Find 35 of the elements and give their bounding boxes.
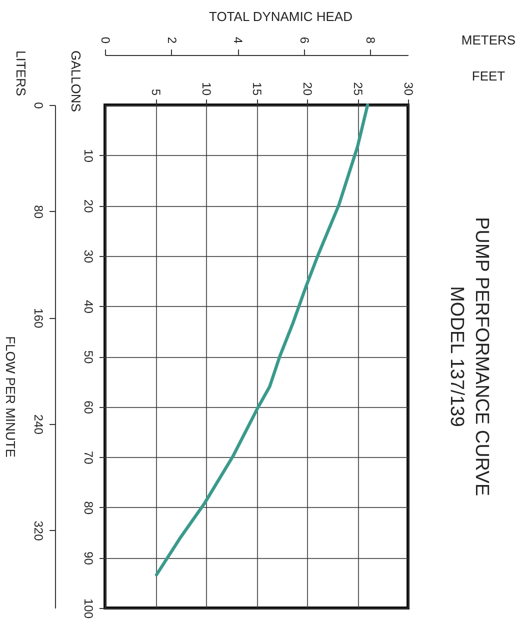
- text: TOTAL DYNAMIC HEAD: [208, 9, 352, 24]
- x2-tick-label: 0: [98, 36, 112, 44]
- y2-tick-label: 0: [32, 102, 46, 110]
- x-tick-label: 5: [149, 88, 163, 96]
- text: FLOW PER MINUTE: [3, 336, 18, 458]
- y-tick-label: 100: [82, 598, 96, 619]
- y-tick-label: 60: [82, 400, 96, 414]
- y-tick-label: 30: [82, 250, 96, 264]
- y-tick-label: 40: [82, 300, 96, 314]
- y-tick-label: 20: [82, 199, 96, 214]
- y-tick-label: 50: [82, 350, 96, 364]
- text: PUMP PERFORMANCE CURVE: [471, 216, 492, 496]
- y2-tick-label: 160: [32, 308, 46, 328]
- y-tick-label: 80: [82, 501, 96, 515]
- x2-tick-label: 2: [164, 36, 179, 44]
- y-axis-title: GALLONS: [68, 50, 84, 112]
- x-tick-label: 15: [250, 82, 264, 96]
- y-tick-label: 70: [82, 450, 96, 465]
- x2-axis-title: METERS: [461, 32, 516, 48]
- x2-tick-label: 4: [231, 36, 246, 44]
- y2-tick-label: 320: [32, 520, 46, 542]
- y-tick-label: 90: [82, 552, 96, 566]
- y2-axis-title: LITERS: [14, 50, 28, 96]
- x-tick-label: 10: [200, 82, 214, 96]
- y2-tick-label: 80: [32, 205, 46, 219]
- text: MODEL 137/139: [446, 286, 468, 427]
- line-series: [154, 103, 370, 576]
- x-tick-label: 20: [300, 82, 314, 96]
- x2-tick-label: 6: [297, 36, 312, 44]
- x-tick-label: 25: [351, 82, 365, 96]
- x2-tick-label: 8: [364, 36, 378, 44]
- y-tick-label: 10: [82, 149, 96, 163]
- x-tick-label: 30: [402, 82, 416, 96]
- x-axis-title: FEET: [472, 68, 506, 84]
- y2-tick-label: 240: [32, 414, 46, 435]
